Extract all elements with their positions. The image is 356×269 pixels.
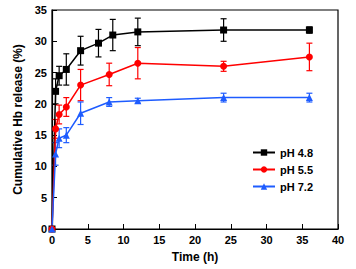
svg-text:35: 35 xyxy=(35,4,47,16)
svg-text:pH 7.2: pH 7.2 xyxy=(280,181,313,193)
svg-text:30: 30 xyxy=(35,35,47,47)
svg-text:Time (h): Time (h) xyxy=(172,250,218,264)
svg-text:25: 25 xyxy=(35,67,47,79)
svg-text:35: 35 xyxy=(296,234,308,246)
svg-text:25: 25 xyxy=(225,234,237,246)
svg-text:15: 15 xyxy=(35,129,47,141)
svg-text:Cumulative Hb release (%): Cumulative Hb release (%) xyxy=(11,44,25,195)
svg-text:0: 0 xyxy=(41,223,47,235)
svg-text:pH 5.5: pH 5.5 xyxy=(280,164,313,176)
svg-text:15: 15 xyxy=(153,234,165,246)
svg-text:pH 4.8: pH 4.8 xyxy=(280,147,313,159)
svg-text:5: 5 xyxy=(41,192,47,204)
svg-text:40: 40 xyxy=(332,234,344,246)
svg-text:20: 20 xyxy=(189,234,201,246)
svg-text:10: 10 xyxy=(35,160,47,172)
svg-text:30: 30 xyxy=(260,234,272,246)
svg-text:10: 10 xyxy=(117,234,129,246)
svg-text:5: 5 xyxy=(85,234,91,246)
svg-text:20: 20 xyxy=(35,98,47,110)
svg-text:0: 0 xyxy=(49,234,55,246)
